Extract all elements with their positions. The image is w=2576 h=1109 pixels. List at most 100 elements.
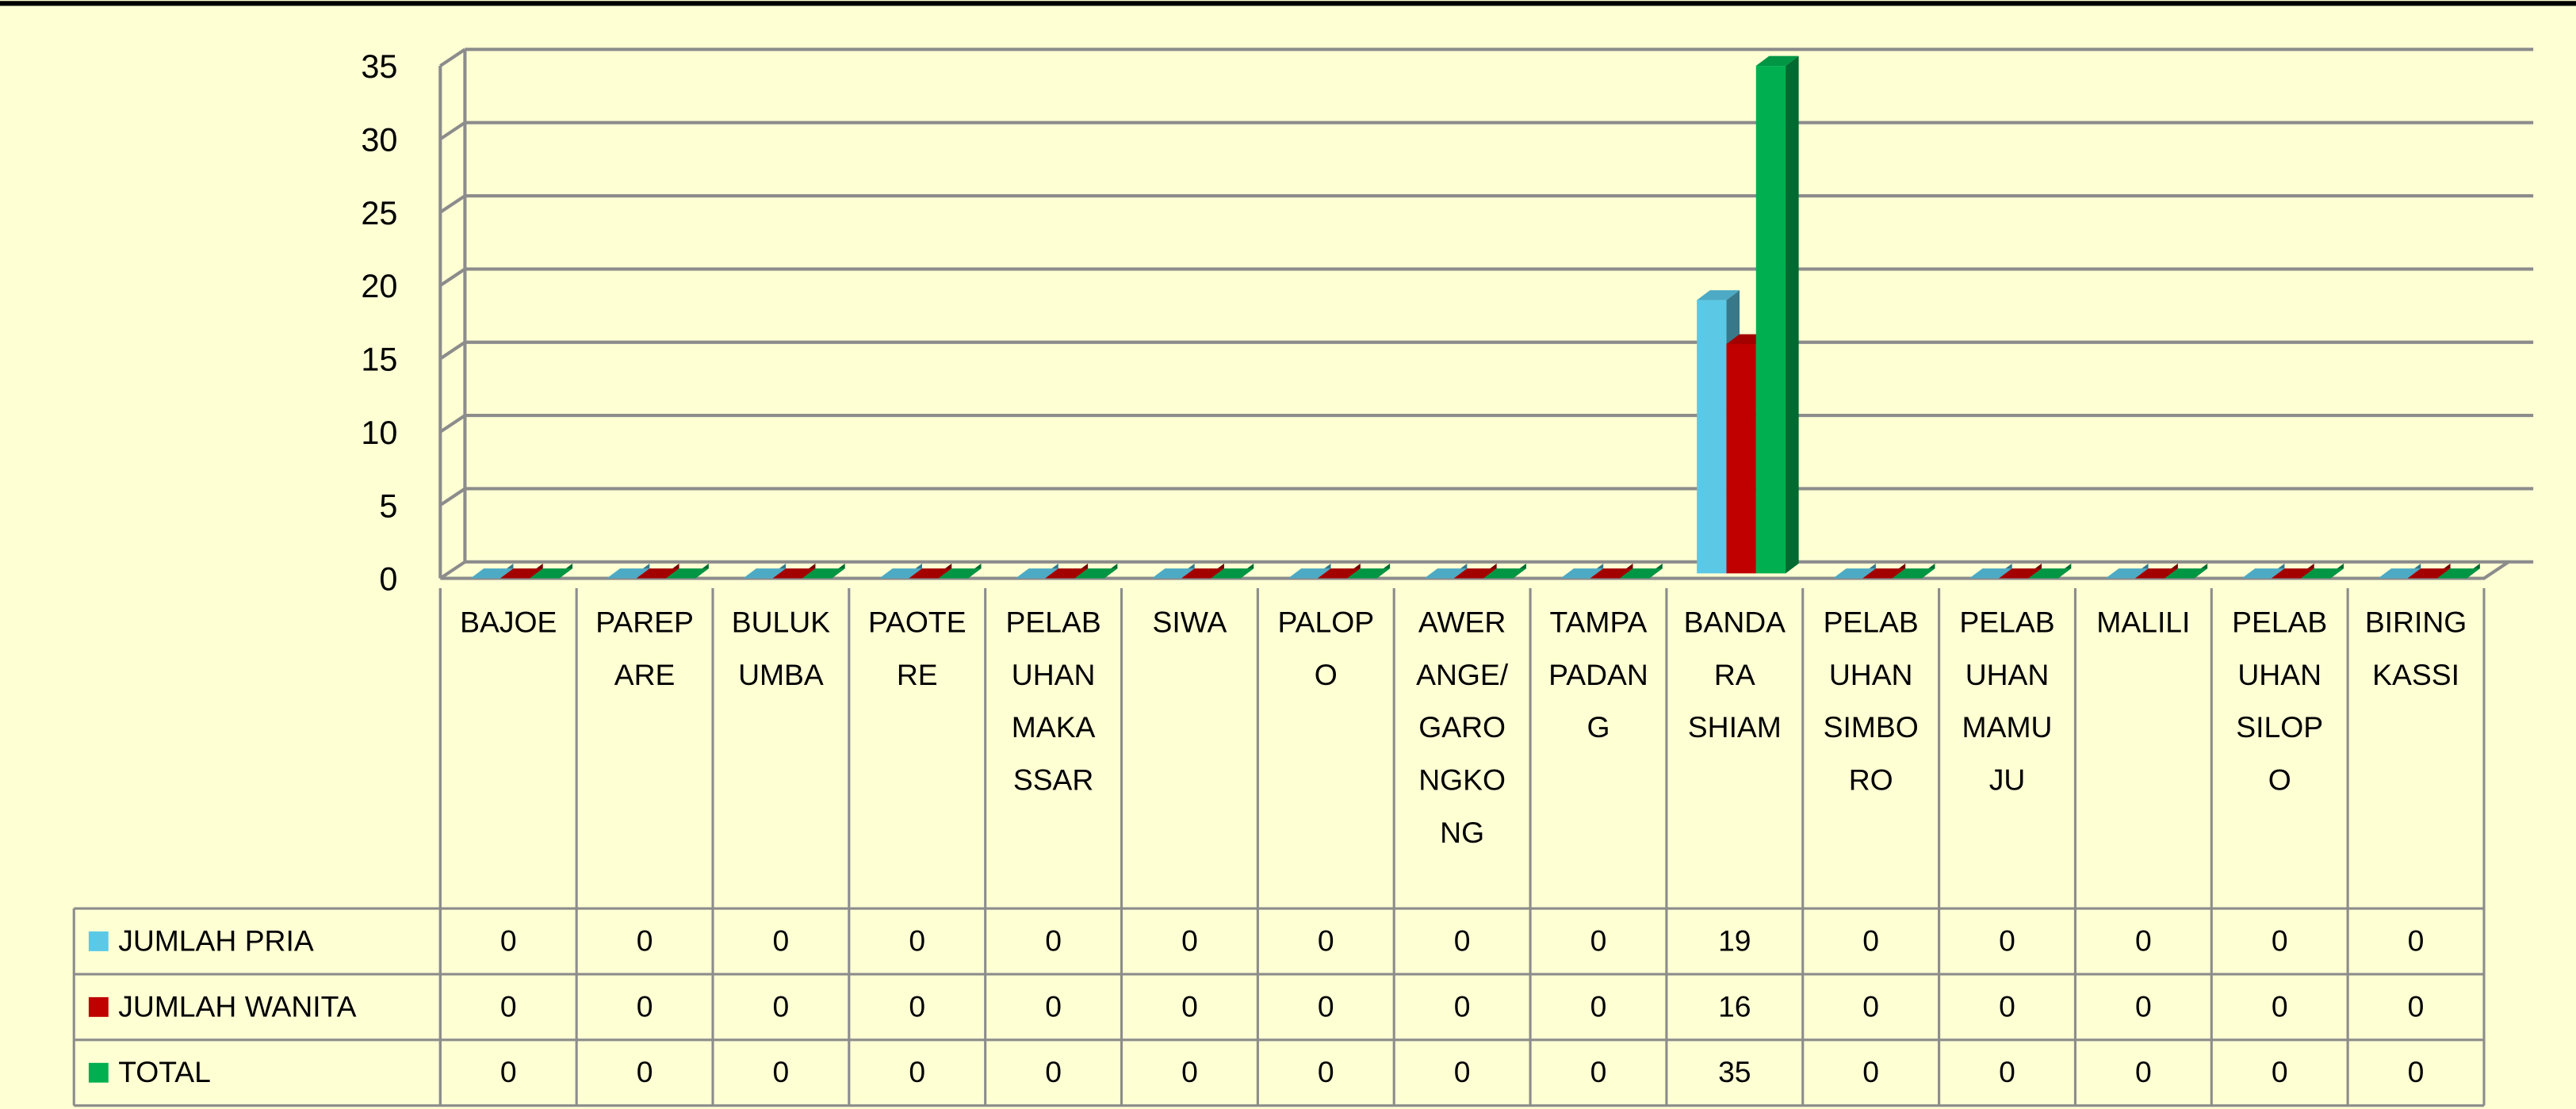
table-value: 0 xyxy=(1862,989,1879,1023)
x-tick-label: PAOTE RE xyxy=(868,605,966,690)
grid-line-side xyxy=(439,487,466,507)
table-value: 0 xyxy=(500,1055,517,1088)
bar-top xyxy=(1424,568,1468,579)
bar-top xyxy=(666,568,709,579)
bar xyxy=(1211,563,1254,579)
y-tick-label: 5 xyxy=(379,487,397,524)
table-value: 0 xyxy=(2408,989,2425,1023)
bar xyxy=(530,563,573,579)
table-value: 0 xyxy=(637,989,653,1023)
table-value: 0 xyxy=(500,989,517,1023)
bar xyxy=(2436,563,2480,579)
table-value: 0 xyxy=(1999,1055,2015,1088)
bar-top xyxy=(2378,568,2421,579)
bar xyxy=(1424,563,1468,579)
legend-swatch xyxy=(88,931,109,951)
table-value: 0 xyxy=(637,924,653,957)
bar xyxy=(2165,563,2208,579)
bar-top xyxy=(1833,568,1876,579)
table-value: 0 xyxy=(2135,989,2152,1023)
bar-top xyxy=(909,568,952,579)
table-value: 35 xyxy=(1718,1055,1751,1088)
bar-top xyxy=(1151,568,1195,579)
table-value: 0 xyxy=(773,989,790,1023)
bar-front xyxy=(1697,300,1727,574)
bar xyxy=(1045,563,1089,579)
x-tick-label: PELAB UHAN MAMU JU xyxy=(1959,605,2054,796)
y-tick-label: 25 xyxy=(361,194,397,231)
table-value: 16 xyxy=(1718,989,1751,1023)
table-value: 0 xyxy=(1454,1055,1471,1088)
table-value: 0 xyxy=(1590,924,1607,957)
bar xyxy=(666,563,709,579)
grid-line-side xyxy=(439,414,466,434)
bar xyxy=(2378,563,2421,579)
x-tick-label: BULUK UMBA xyxy=(732,605,830,690)
table-value: 0 xyxy=(909,1055,925,1088)
bar-top xyxy=(2301,568,2344,579)
bar xyxy=(636,563,679,579)
bar-front xyxy=(1755,66,1786,574)
bar xyxy=(1288,563,1331,579)
table-value: 0 xyxy=(2408,924,2425,957)
table-value: 0 xyxy=(1454,924,1471,957)
y-tick-label: 0 xyxy=(379,560,397,598)
table-value: 0 xyxy=(773,924,790,957)
bar-top xyxy=(1045,568,1089,579)
grid-line-side xyxy=(439,194,466,214)
x-tick-label: PELAB UHAN MAKA SSAR xyxy=(1006,605,1101,796)
legend-label: JUMLAH WANITA xyxy=(118,989,356,1023)
bar-top xyxy=(2134,568,2178,579)
bar-top xyxy=(500,568,543,579)
bar-top xyxy=(1453,568,1497,579)
x-tick-label: PAREP ARE xyxy=(595,605,694,690)
bar xyxy=(607,563,650,579)
table-value: 0 xyxy=(773,1055,790,1088)
bar-top xyxy=(2407,568,2451,579)
bar-top xyxy=(1288,568,1331,579)
table-value: 0 xyxy=(1454,989,1471,1023)
table-value: 0 xyxy=(1181,1055,1198,1088)
bar xyxy=(1151,563,1195,579)
bar xyxy=(1483,563,1526,579)
bar xyxy=(1347,563,1391,579)
bar-top xyxy=(530,568,573,579)
bar xyxy=(2271,563,2314,579)
bar-top xyxy=(636,568,679,579)
x-tick-label: MALILI xyxy=(2096,605,2190,638)
bar-top xyxy=(2271,568,2314,579)
bar-top xyxy=(1999,568,2042,579)
table-value: 0 xyxy=(909,989,925,1023)
bar-top xyxy=(1074,568,1118,579)
bar-top xyxy=(1590,568,1633,579)
bar-top xyxy=(1862,568,1906,579)
table-value: 0 xyxy=(1862,1055,1879,1088)
bar-top xyxy=(1619,568,1663,579)
y-tick-label: 10 xyxy=(361,414,397,451)
bar-top xyxy=(2165,568,2208,579)
bar xyxy=(1560,563,1604,579)
bar xyxy=(1833,563,1876,579)
bar xyxy=(470,563,514,579)
bar xyxy=(879,563,922,579)
bar xyxy=(2105,563,2149,579)
table-value: 0 xyxy=(2272,924,2288,957)
y-tick-label: 15 xyxy=(361,341,397,378)
bar xyxy=(743,563,787,579)
table-value: 0 xyxy=(2272,1055,2288,1088)
table-value: 0 xyxy=(1045,1055,1062,1088)
bar-top xyxy=(1892,568,1935,579)
bar xyxy=(1969,563,2012,579)
bar-top xyxy=(743,568,787,579)
bar-top xyxy=(607,568,650,579)
bar xyxy=(909,563,952,579)
table-value: 0 xyxy=(1590,1055,1607,1088)
table-value: 0 xyxy=(500,924,517,957)
table-value: 0 xyxy=(1999,989,2015,1023)
x-tick-label: BIRING KASSI xyxy=(2365,605,2467,690)
bar-top xyxy=(1483,568,1526,579)
table-value: 0 xyxy=(2272,989,2288,1023)
bar xyxy=(802,563,845,579)
bar-top xyxy=(772,568,816,579)
